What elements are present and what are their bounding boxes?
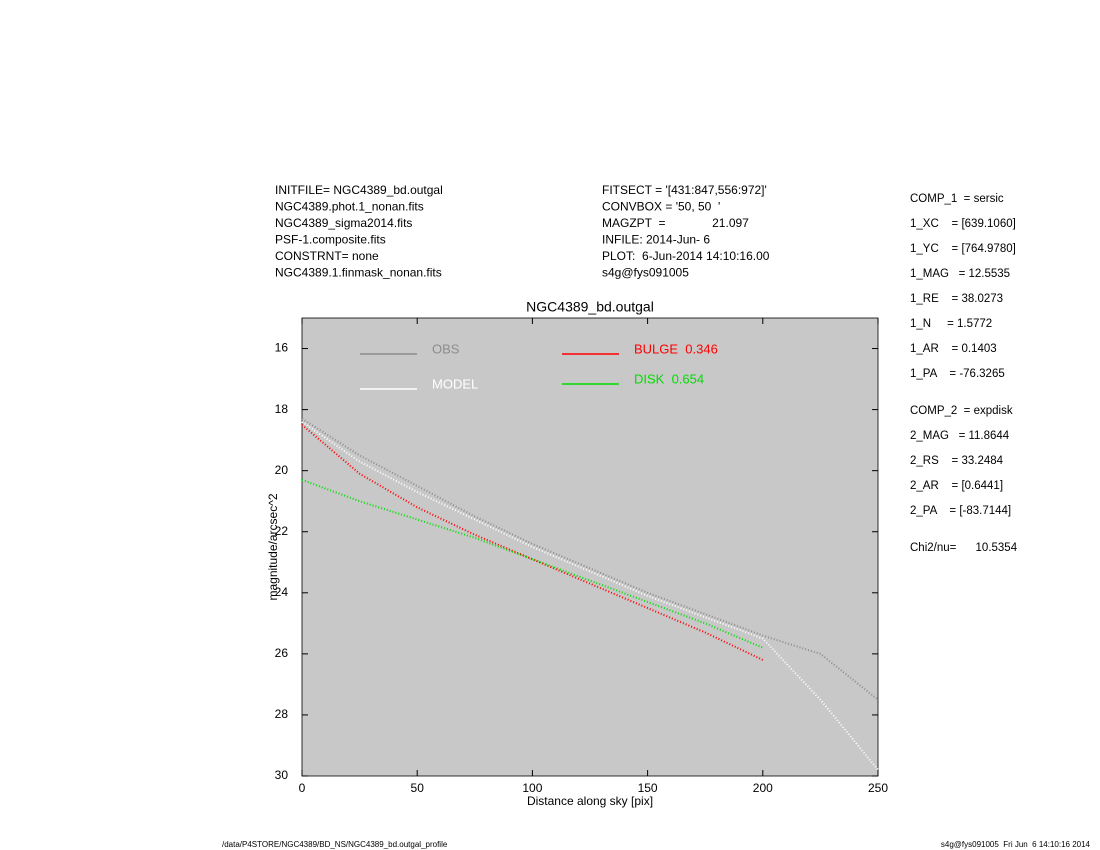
header-middle-line: MAGZPT = 21.097 <box>602 216 749 230</box>
x-tick-label: 250 <box>868 781 888 795</box>
fit-parameter: COMP_2 = expdisk <box>910 405 1013 417</box>
y-tick-label: 24 <box>275 585 289 599</box>
x-tick-label: 200 <box>753 781 773 795</box>
y-tick-label: 20 <box>275 463 289 477</box>
y-axis-label: magnitude/arcsec^2 <box>266 493 280 600</box>
profile-line <box>301 478 764 649</box>
footer-path: /data/P4STORE/NGC4389/BD_NS/NGC4389_bd.o… <box>222 840 448 849</box>
header-left-line: PSF-1.composite.fits <box>275 233 386 247</box>
y-tick-label: 30 <box>275 768 289 782</box>
header-middle-line: CONVBOX = '50, 50 ' <box>602 200 720 214</box>
header-left-line: INITFILE= NGC4389_bd.outgal <box>275 183 443 197</box>
profile-line <box>301 417 879 701</box>
header-left-line: NGC4389_sigma2014.fits <box>275 216 412 230</box>
header-middle-line: INFILE: 2014-Jun- 6 <box>602 233 710 247</box>
fit-parameter: 2_PA = [-83.7144] <box>910 505 1011 517</box>
y-tick-label: 22 <box>275 524 289 538</box>
fit-parameter: 1_RE = 38.0273 <box>910 293 1003 305</box>
x-tick-label: 150 <box>638 781 658 795</box>
fit-parameter: 1_AR = 0.1403 <box>910 343 997 355</box>
y-tick-label: 26 <box>275 646 289 660</box>
chart-title: NGC4389_bd.outgal <box>526 299 654 315</box>
fit-parameter: COMP_1 = sersic <box>910 193 1004 205</box>
legend-label: OBS <box>432 341 460 356</box>
header-left-line: NGC4389.phot.1_nonan.fits <box>275 200 424 214</box>
legend-label: BULGE 0.346 <box>634 341 718 356</box>
y-tick-label: 28 <box>275 707 289 721</box>
header-left-line: NGC4389.1.finmask_nonan.fits <box>275 266 442 280</box>
fit-parameter: 2_AR = [0.6441] <box>910 480 1003 492</box>
fit-parameter: 1_XC = [639.1060] <box>910 218 1016 230</box>
footer-stamp: s4g@fys091005 Fri Jun 6 14:10:16 2014 <box>941 840 1091 849</box>
x-tick-label: 0 <box>299 781 306 795</box>
fit-parameter: 2_MAG = 11.8644 <box>910 430 1010 442</box>
x-tick-label: 50 <box>411 781 425 795</box>
y-tick-label: 18 <box>275 402 289 416</box>
x-axis-label: Distance along sky [pix] <box>527 794 653 808</box>
header-middle-line: FITSECT = '[431:847,556:972]' <box>602 183 767 197</box>
fit-parameter: 1_MAG = 12.5535 <box>910 268 1010 280</box>
header-left-line: CONSTRNT= none <box>275 249 379 263</box>
fit-parameter: 1_YC = [764.9780] <box>910 243 1016 255</box>
x-tick-label: 100 <box>522 781 542 795</box>
header-middle-line: s4g@fys091005 <box>602 266 689 280</box>
y-tick-label: 16 <box>275 341 289 355</box>
fit-parameter: Chi2/nu= 10.5354 <box>910 542 1018 554</box>
header-middle-line: PLOT: 6-Jun-2014 14:10:16.00 <box>602 249 770 263</box>
fit-parameter: 2_RS = 33.2484 <box>910 455 1004 467</box>
profile-line <box>301 424 764 661</box>
legend-label: MODEL <box>432 376 478 391</box>
fit-parameter: 1_PA = -76.3265 <box>910 368 1005 380</box>
fit-parameter: 1_N = 1.5772 <box>910 318 992 330</box>
plot-area <box>301 317 879 777</box>
legend-label: DISK 0.654 <box>634 371 704 386</box>
